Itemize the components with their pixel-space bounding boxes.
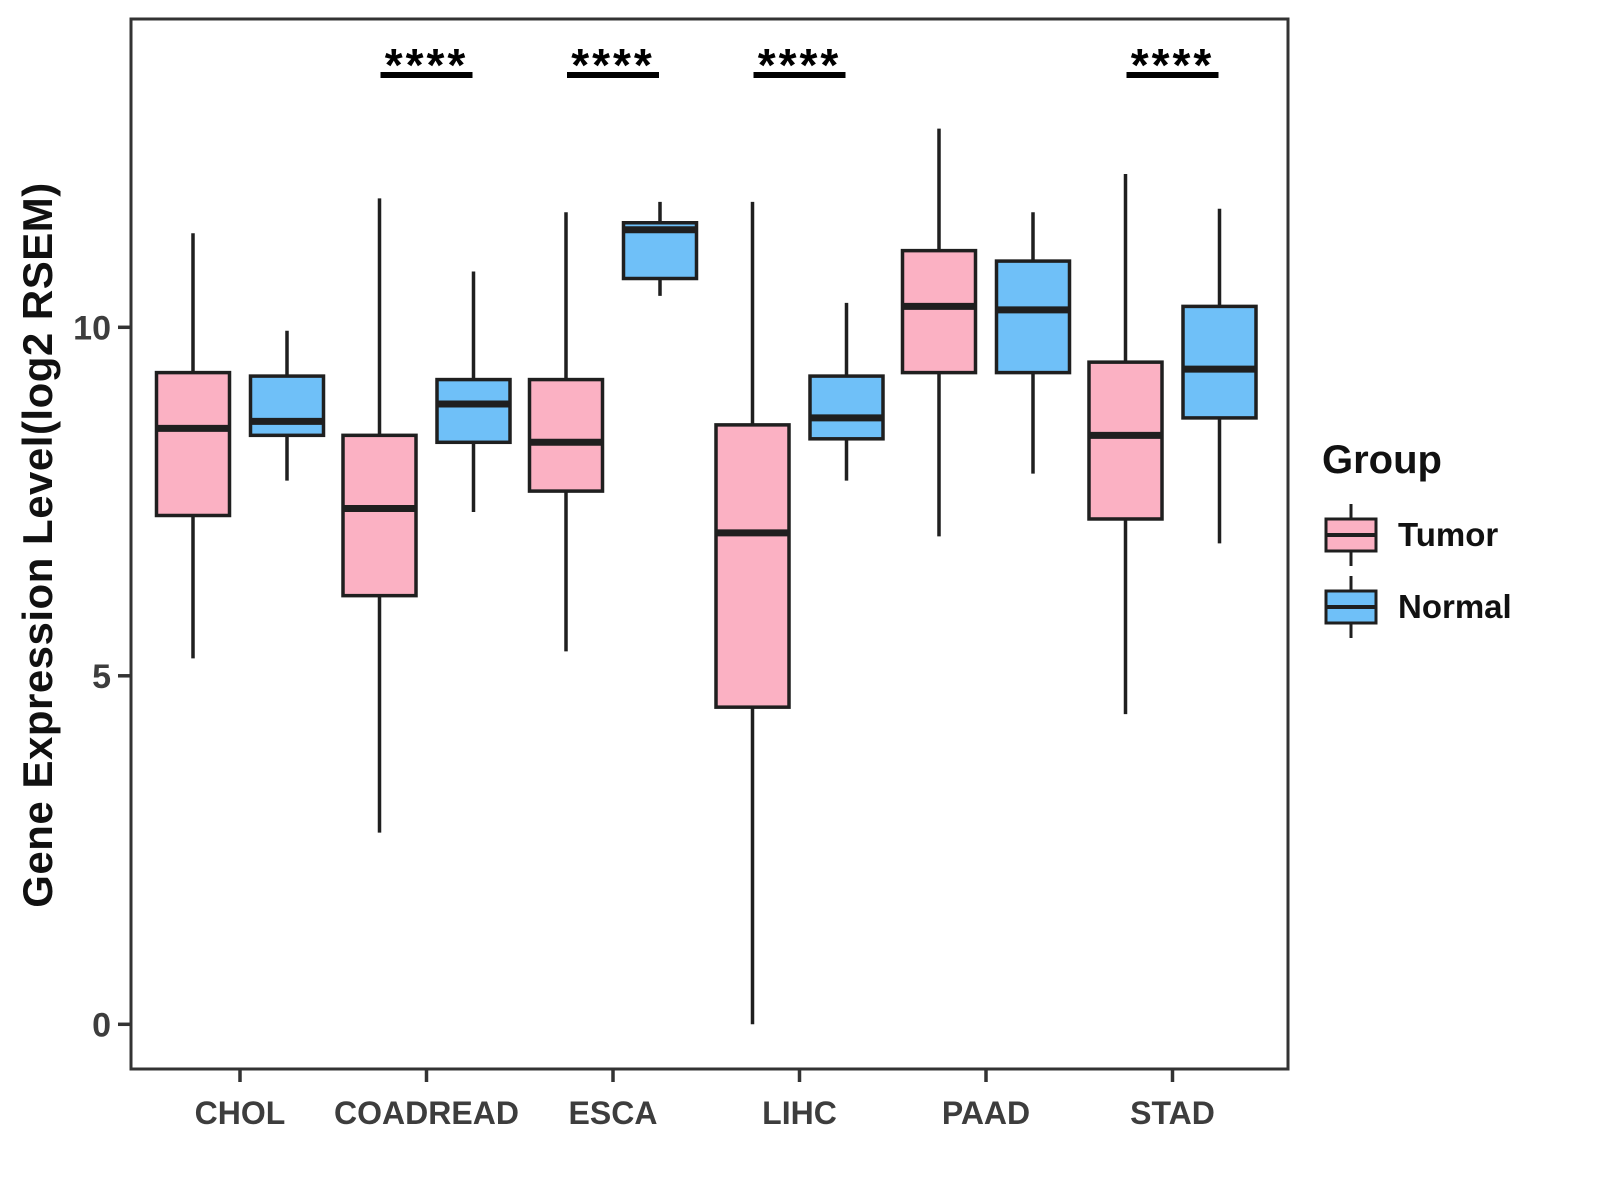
y-tick-label-10: 10 — [73, 309, 111, 347]
x-tick-label-CHOL: CHOL — [195, 1095, 286, 1131]
box-STAD-Tumor — [1087, 360, 1164, 521]
significance-stars-LIHC: **** — [758, 39, 842, 91]
box-STAD-Normal — [1181, 304, 1258, 420]
box-ESCA-Tumor — [527, 377, 605, 493]
significance-bar-ESCA — [567, 72, 659, 78]
significance-bar-STAD — [1126, 72, 1219, 78]
y-tick-label-0: 0 — [92, 1006, 111, 1044]
y-tick-label-5: 5 — [92, 658, 111, 696]
legend: Group Tumor Normal — [1322, 438, 1512, 643]
legend-title: Group — [1322, 438, 1442, 482]
significance-bar-LIHC — [753, 72, 846, 78]
box-COADREAD-Tumor — [341, 433, 418, 598]
box-CHOL-Tumor — [154, 370, 232, 518]
significance-stars-COADREAD: **** — [385, 39, 469, 91]
legend-label-tumor: Tumor — [1398, 516, 1499, 553]
box-PAAD-Normal — [994, 259, 1072, 375]
legend-label-normal: Normal — [1398, 588, 1512, 625]
legend-key-tumor: Tumor — [1322, 499, 1512, 571]
significance-bar-COADREAD — [380, 72, 473, 78]
x-tick-label-COADREAD: COADREAD — [334, 1095, 519, 1131]
x-tick-label-PAAD: PAAD — [942, 1095, 1030, 1131]
significance-stars-STAD: **** — [1131, 39, 1215, 91]
significance-stars-ESCA: **** — [571, 39, 655, 91]
x-tick-label-LIHC: LIHC — [762, 1095, 837, 1131]
panel-border — [129, 17, 1290, 1071]
box-COADREAD-Normal — [435, 377, 512, 445]
box-PAAD-Tumor — [900, 248, 978, 375]
boxplot-key-tumor-icon — [1324, 504, 1378, 566]
boxplot-key-normal-icon — [1324, 576, 1378, 638]
x-tick-label-ESCA: ESCA — [569, 1095, 658, 1131]
box-LIHC-Tumor — [714, 423, 791, 709]
box-LIHC-Normal — [808, 374, 885, 441]
x-tick-label-STAD: STAD — [1130, 1095, 1215, 1131]
box-CHOL-Normal — [248, 374, 326, 438]
legend-key-normal: Normal — [1322, 571, 1512, 643]
y-axis-title: Gene Expression Level(log2 RSEM) — [14, 182, 61, 908]
